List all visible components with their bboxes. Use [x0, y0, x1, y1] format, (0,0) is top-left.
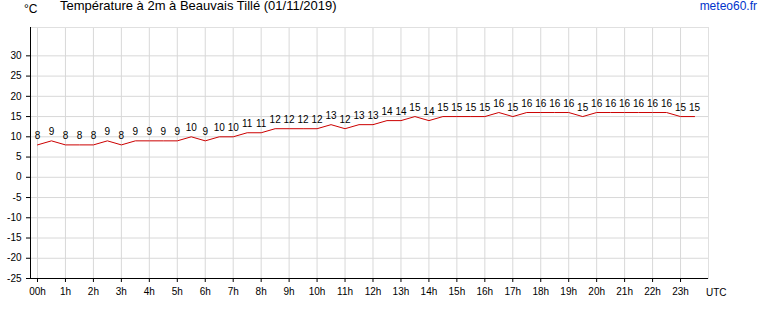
svg-text:15: 15	[675, 102, 687, 113]
svg-text:20h: 20h	[588, 286, 605, 297]
svg-text:14: 14	[395, 106, 407, 117]
svg-text:9h: 9h	[284, 286, 295, 297]
html-text:meteo60.fr: meteo60.fr	[699, 0, 757, 13]
svg-text:23h: 23h	[672, 286, 689, 297]
svg-text:13h: 13h	[393, 286, 410, 297]
svg-text:12: 12	[270, 114, 282, 125]
svg-text:9: 9	[49, 126, 55, 137]
svg-text:12: 12	[339, 114, 351, 125]
svg-text:15: 15	[451, 102, 463, 113]
svg-text:16: 16	[563, 98, 575, 109]
html-text:°C: °C	[24, 2, 38, 16]
html-text:UTC: UTC	[706, 287, 727, 298]
svg-text:9: 9	[133, 126, 139, 137]
svg-text:8: 8	[91, 130, 97, 141]
svg-text:4h: 4h	[144, 286, 155, 297]
svg-text:9: 9	[147, 126, 153, 137]
svg-text:10: 10	[228, 122, 240, 133]
svg-text:1h: 1h	[60, 286, 71, 297]
svg-text:15: 15	[409, 102, 421, 113]
svg-text:12: 12	[284, 114, 296, 125]
svg-text:14h: 14h	[421, 286, 438, 297]
svg-text:19h: 19h	[560, 286, 577, 297]
svg-text:-5: -5	[13, 192, 22, 203]
svg-text:9: 9	[161, 126, 167, 137]
svg-text:15: 15	[689, 102, 701, 113]
svg-text:11: 11	[256, 118, 267, 129]
svg-text:5h: 5h	[172, 286, 183, 297]
svg-text:-25: -25	[7, 273, 22, 284]
svg-text:16: 16	[619, 98, 631, 109]
svg-text:30: 30	[10, 50, 22, 61]
svg-text:15: 15	[437, 102, 449, 113]
svg-text:16: 16	[493, 98, 505, 109]
svg-text:0: 0	[16, 171, 22, 182]
svg-text:25: 25	[10, 70, 22, 81]
svg-text:7h: 7h	[228, 286, 239, 297]
svg-text:-15: -15	[7, 232, 22, 243]
svg-text:8: 8	[77, 130, 83, 141]
svg-text:00h: 00h	[29, 286, 46, 297]
svg-text:6h: 6h	[200, 286, 211, 297]
svg-text:5: 5	[16, 151, 22, 162]
svg-text:16: 16	[521, 98, 533, 109]
svg-text:16: 16	[647, 98, 659, 109]
svg-text:16: 16	[661, 98, 673, 109]
svg-text:15: 15	[479, 102, 491, 113]
svg-text:8: 8	[119, 130, 125, 141]
svg-text:9: 9	[175, 126, 181, 137]
svg-text:15: 15	[465, 102, 477, 113]
svg-text:8h: 8h	[256, 286, 267, 297]
svg-text:9: 9	[202, 126, 208, 137]
svg-text:-10: -10	[7, 212, 22, 223]
svg-text:2h: 2h	[88, 286, 99, 297]
svg-text:22h: 22h	[644, 286, 661, 297]
svg-text:18h: 18h	[532, 286, 549, 297]
svg-text:-20: -20	[7, 252, 22, 263]
svg-text:17h: 17h	[504, 286, 521, 297]
svg-text:9: 9	[105, 126, 111, 137]
svg-text:13: 13	[353, 110, 365, 121]
svg-text:15: 15	[10, 111, 22, 122]
svg-text:16h: 16h	[476, 286, 493, 297]
svg-text:15: 15	[577, 102, 589, 113]
svg-text:20: 20	[10, 91, 22, 102]
svg-text:10: 10	[214, 122, 226, 133]
svg-text:11h: 11h	[337, 286, 353, 297]
svg-text:13: 13	[367, 110, 379, 121]
svg-text:21h: 21h	[616, 286, 633, 297]
svg-text:16: 16	[605, 98, 617, 109]
svg-text:12h: 12h	[365, 286, 382, 297]
svg-text:15h: 15h	[449, 286, 466, 297]
svg-text:16: 16	[535, 98, 547, 109]
svg-text:13: 13	[325, 110, 337, 121]
svg-text:14: 14	[381, 106, 393, 117]
svg-text:10h: 10h	[309, 286, 326, 297]
svg-text:14: 14	[423, 106, 435, 117]
svg-text:10: 10	[10, 131, 22, 142]
svg-text:3h: 3h	[116, 286, 127, 297]
svg-text:10: 10	[186, 122, 198, 133]
svg-text:11: 11	[242, 118, 253, 129]
svg-text:12: 12	[298, 114, 310, 125]
svg-text:15: 15	[507, 102, 519, 113]
svg-text:8: 8	[35, 130, 41, 141]
svg-text:16: 16	[591, 98, 603, 109]
svg-text:12: 12	[312, 114, 324, 125]
svg-text:16: 16	[633, 98, 645, 109]
svg-text:8: 8	[63, 130, 69, 141]
svg-text:16: 16	[549, 98, 561, 109]
